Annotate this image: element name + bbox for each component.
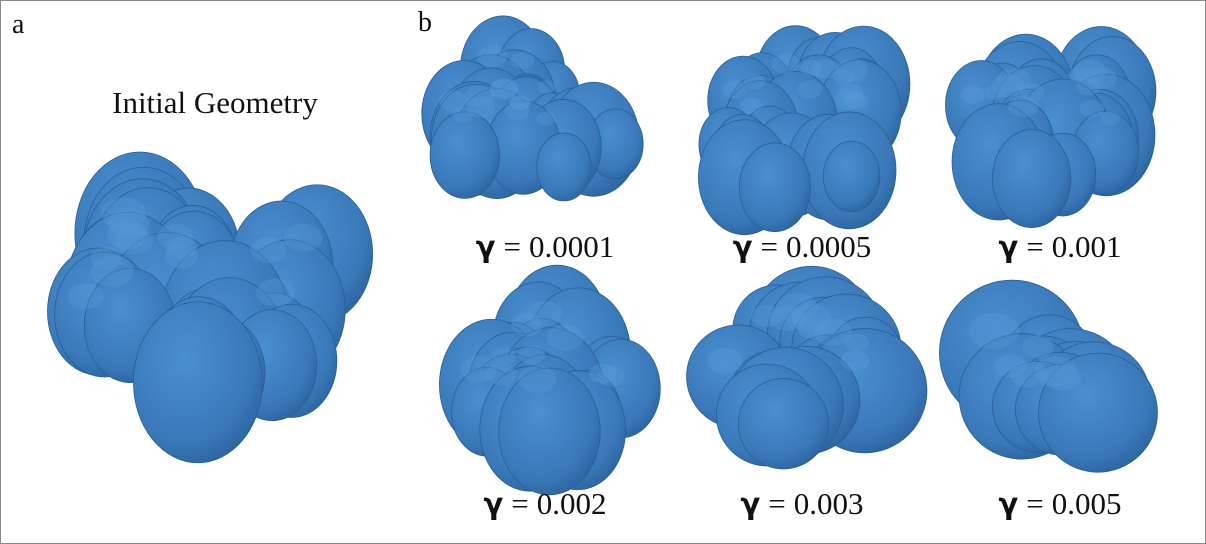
- lobe: [739, 143, 810, 232]
- value: 0.002: [537, 486, 607, 521]
- symbol: γ: [733, 230, 753, 264]
- highlight: [68, 284, 104, 309]
- relation: =: [1026, 486, 1043, 521]
- highlight: [477, 46, 507, 67]
- highlight: [722, 81, 747, 99]
- highlight: [984, 84, 1005, 99]
- render: [47, 152, 372, 463]
- figure: a Initial Geometry b γ=0.0001γ=0.0005γ=0…: [0, 0, 1206, 544]
- relation: =: [504, 229, 521, 264]
- highlight: [771, 54, 799, 74]
- highlight: [452, 108, 473, 123]
- highlight: [707, 348, 743, 374]
- highlight: [518, 345, 545, 364]
- highlight: [797, 80, 822, 98]
- lobe: [992, 130, 1070, 228]
- highlight: [960, 86, 985, 104]
- caption: γ= 0.002: [484, 486, 607, 521]
- relation: =: [1026, 229, 1043, 264]
- highlight: [518, 366, 556, 393]
- render: [945, 27, 1155, 228]
- value: 0.005: [1052, 486, 1122, 521]
- highlight: [744, 74, 765, 89]
- highlight: [90, 256, 133, 287]
- highlight: [1022, 335, 1054, 358]
- highlight: [1079, 100, 1104, 118]
- highlight: [1045, 365, 1081, 391]
- highlight: [740, 98, 763, 114]
- caption: γ=0.0005: [733, 229, 872, 264]
- symbol: γ: [999, 230, 1019, 264]
- panel-title: Initial Geometry: [112, 85, 318, 120]
- symbol: γ: [476, 230, 496, 264]
- render: [939, 280, 1157, 472]
- highlight: [250, 237, 286, 263]
- value: 0.001: [1052, 229, 1122, 264]
- highlight: [1100, 111, 1120, 125]
- relation: =: [511, 486, 528, 521]
- highlight: [833, 69, 855, 84]
- symbol: γ: [484, 487, 504, 521]
- highlight: [1077, 78, 1101, 95]
- lobe: [738, 378, 829, 469]
- symbol: γ: [741, 487, 761, 521]
- value: 0.0005: [786, 229, 871, 264]
- highlight: [284, 224, 323, 252]
- highlight: [537, 80, 556, 93]
- caption: γ=0.0001: [476, 229, 615, 264]
- lobe: [430, 112, 499, 199]
- caption: γ= 0.001: [999, 229, 1122, 264]
- value: 0.003: [794, 486, 864, 521]
- render: [687, 266, 927, 469]
- value: 0.0001: [529, 229, 614, 264]
- highlight: [968, 313, 1019, 349]
- lobe: [823, 141, 880, 212]
- highlight: [115, 227, 154, 255]
- highlight: [841, 350, 870, 371]
- relation: =: [761, 229, 778, 264]
- highlight: [486, 363, 517, 385]
- render: [698, 26, 909, 235]
- highlight: [1009, 360, 1047, 387]
- highlight: [1008, 96, 1038, 118]
- render: [439, 265, 660, 495]
- symbol: γ: [999, 487, 1019, 521]
- highlight: [165, 245, 198, 269]
- highlight: [256, 279, 295, 307]
- highlight: [843, 334, 869, 352]
- highlight: [597, 367, 625, 387]
- highlight: [547, 325, 584, 351]
- highlight: [511, 314, 543, 337]
- highlight: [504, 102, 529, 120]
- highlight: [537, 112, 556, 126]
- highlight: [835, 89, 864, 110]
- panel-label: b: [418, 7, 432, 38]
- highlight: [491, 347, 516, 365]
- caption: γ= 0.005: [999, 486, 1122, 521]
- highlight: [511, 52, 535, 69]
- lobe: [133, 302, 262, 463]
- lobe: [537, 133, 591, 201]
- relation: =: [768, 486, 785, 521]
- render: [422, 16, 643, 201]
- panel-label: a: [12, 9, 25, 40]
- caption: γ= 0.003: [741, 486, 864, 521]
